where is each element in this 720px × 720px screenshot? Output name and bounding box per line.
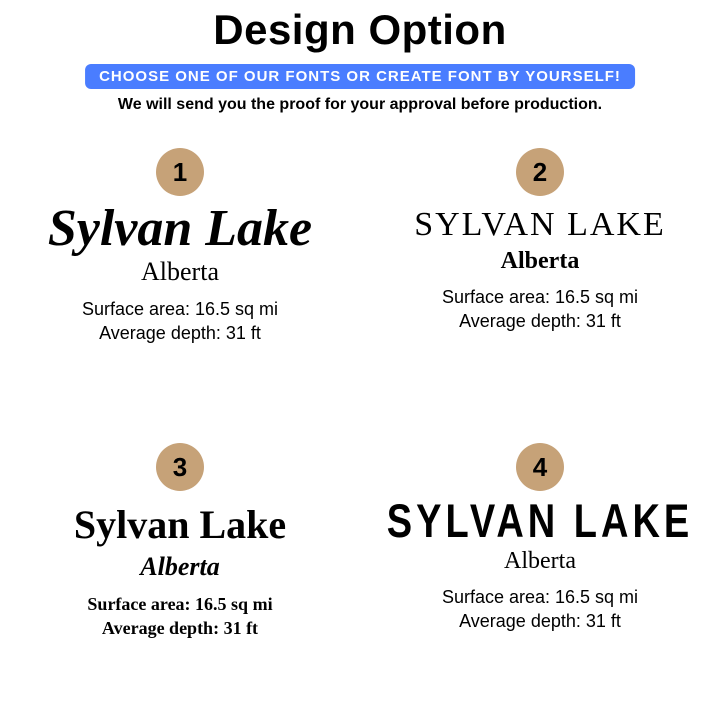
lake-meta: Surface area: 16.5 sq mi Average depth: … [442, 285, 638, 334]
lake-meta: Surface area: 16.5 sq mi Average depth: … [82, 297, 278, 346]
surface-area: Surface area: 16.5 sq mi [442, 285, 638, 309]
average-depth: Average depth: 31 ft [87, 616, 272, 640]
lake-name: Sylvan Lake [48, 206, 312, 253]
surface-area: Surface area: 16.5 sq mi [442, 585, 638, 609]
option-card-1: 1 Sylvan Lake Alberta Surface area: 16.5… [0, 130, 360, 425]
callout-pill: CHOOSE ONE OF OUR FONTS OR CREATE FONT B… [85, 64, 635, 89]
option-card-4: 4 SYLVAN LAKE Alberta Surface area: 16.5… [360, 425, 720, 720]
option-number-badge: 1 [156, 148, 204, 196]
average-depth: Average depth: 31 ft [442, 609, 638, 633]
lake-meta: Surface area: 16.5 sq mi Average depth: … [442, 585, 638, 634]
lake-name: SYLVAN LAKE [414, 206, 666, 244]
average-depth: Average depth: 31 ft [442, 309, 638, 333]
option-number-badge: 2 [516, 148, 564, 196]
page-title: Design Option [0, 6, 720, 54]
lake-location: Alberta [140, 552, 219, 582]
average-depth: Average depth: 31 ft [82, 321, 278, 345]
surface-area: Surface area: 16.5 sq mi [82, 297, 278, 321]
surface-area: Surface area: 16.5 sq mi [87, 592, 272, 616]
option-card-3: 3 Sylvan Lake Alberta Surface area: 16.5… [0, 425, 360, 720]
options-grid: 1 Sylvan Lake Alberta Surface area: 16.5… [0, 130, 720, 720]
subtitle: We will send you the proof for your appr… [0, 96, 720, 114]
design-option-infographic: Design Option CHOOSE ONE OF OUR FONTS OR… [0, 0, 720, 720]
option-number-badge: 3 [156, 443, 204, 491]
lake-name: SYLVAN LAKE [387, 496, 694, 550]
lake-location: Alberta [501, 248, 580, 275]
lake-meta: Surface area: 16.5 sq mi Average depth: … [87, 592, 272, 641]
lake-location: Alberta [141, 257, 219, 287]
option-card-2: 2 SYLVAN LAKE Alberta Surface area: 16.5… [360, 130, 720, 425]
lake-location: Alberta [504, 548, 576, 575]
option-number-badge: 4 [516, 443, 564, 491]
lake-name: Sylvan Lake [74, 501, 286, 548]
